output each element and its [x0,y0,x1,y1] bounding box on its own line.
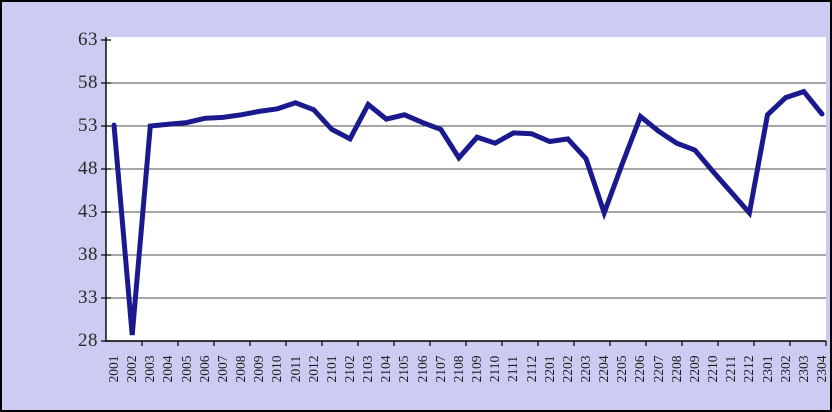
x-tick-label: 2304 [814,355,829,383]
x-tick-label: 2107 [432,355,448,383]
x-tick-label: 2009 [251,355,267,383]
x-tick-label: 2102 [342,355,357,383]
x-tick-label: 2106 [414,355,430,383]
y-tick-label: 48 [78,158,98,179]
y-tick-label: 53 [78,115,98,136]
x-tick-label: 2108 [450,355,466,383]
y-tick-label: 58 [78,72,98,93]
x-tick-label: 2004 [160,355,176,383]
x-tick-label: 2001 [106,355,121,383]
data-series-line [111,88,825,336]
x-tick-label: 2201 [541,355,557,383]
x-tick-label: 2003 [142,355,158,383]
x-tick-label: 2303 [795,355,811,383]
x-tick-label: 2104 [378,355,394,383]
x-tick-label: 2209 [686,355,702,383]
x-tick-label: 2012 [305,355,321,383]
x-tick-label: 2111 [505,356,521,382]
x-tick-label: 2110 [487,355,503,383]
x-tick-label: 2212 [741,355,757,383]
x-tick-label: 2210 [705,355,721,383]
x-tick-label: 2205 [614,355,630,383]
x-tick-label: 2105 [396,355,412,383]
x-tick-label: 2211 [723,355,739,383]
y-tick-label: 33 [78,287,98,308]
y-tick-label: 43 [78,201,98,222]
y-tick-label: 63 [78,29,98,50]
x-tick-label: 2206 [632,355,648,383]
x-tick-label: 2010 [269,355,285,383]
x-tick-label: 2202 [559,355,575,383]
y-tick-label: 38 [78,244,98,265]
x-tick-label: 2005 [178,355,194,383]
x-tick-label: 2203 [578,355,593,383]
x-tick-label: 2011 [287,355,303,383]
x-tick-label: 2207 [650,355,666,383]
y-tick-label: 28 [78,330,98,351]
x-tick-label: 2008 [233,355,249,383]
x-tick-label: 2204 [596,355,612,383]
x-tick-label: 2007 [214,355,230,383]
x-tick-label: 2112 [523,355,539,383]
x-tick-label: 2006 [196,355,212,383]
x-tick-label: 2301 [759,355,775,383]
x-tick-label: 2302 [777,355,793,383]
x-tick-label: 2109 [469,355,485,383]
x-tick-label: 2101 [323,355,339,383]
plot-background [106,37,826,341]
x-tick-label: 2103 [360,355,376,383]
x-tick-label: 2208 [668,355,684,383]
x-tick-label: 2002 [124,355,140,383]
